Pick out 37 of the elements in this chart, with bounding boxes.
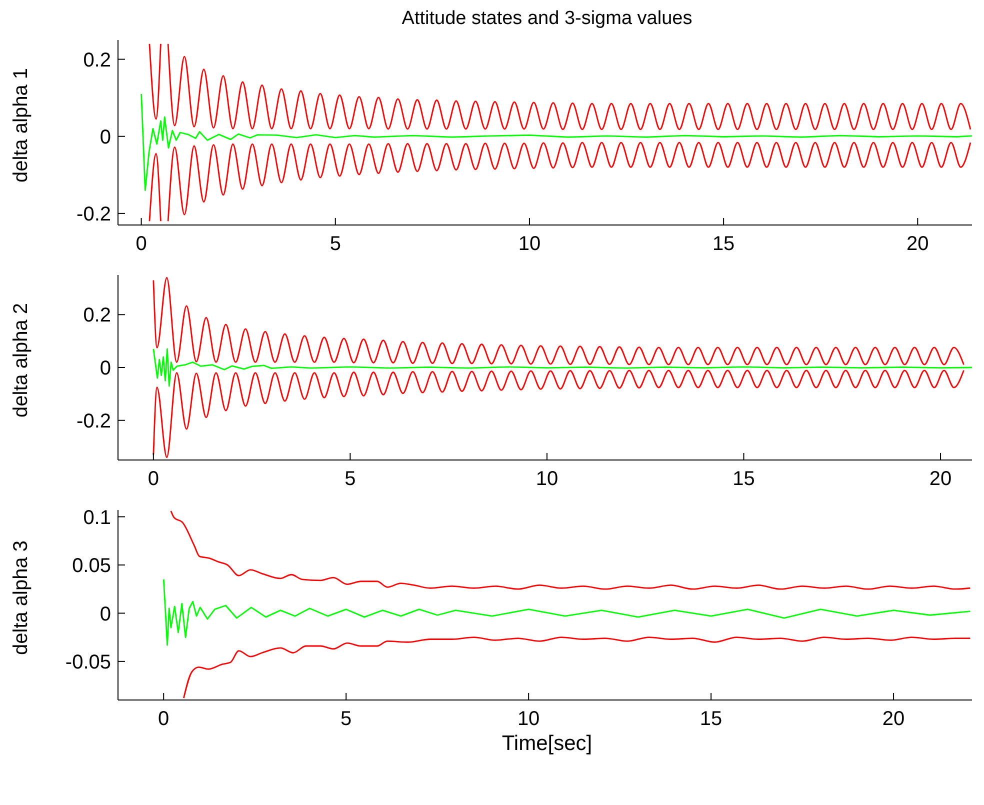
x-tick-label: 10 <box>536 468 558 490</box>
line-series <box>152 348 972 387</box>
x-tick-label: 5 <box>330 233 341 256</box>
y-tick-label: -0.2 <box>76 410 111 432</box>
y-axis-title: delta alpha 2 <box>10 302 32 418</box>
x-tick-label: 20 <box>882 708 905 730</box>
x-axis-title: Time[sec] <box>500 732 594 756</box>
line-series <box>182 636 971 699</box>
line-series <box>152 276 964 366</box>
y-tick-label: 0 <box>100 603 111 626</box>
y-tick-label: -0.05 <box>65 652 111 674</box>
x-tick-label: 15 <box>732 468 755 490</box>
line-series <box>162 578 971 646</box>
x-tick-label: 0 <box>136 233 147 256</box>
y-axis-title: delta alpha 1 <box>10 68 32 182</box>
y-tick-label: 0.05 <box>72 555 111 578</box>
x-tick-label: 20 <box>906 233 929 256</box>
x-tick-label: 10 <box>518 233 541 256</box>
y-tick-label: 0.2 <box>83 304 111 327</box>
line-series <box>170 510 971 590</box>
x-tick-label: 10 <box>517 708 540 730</box>
y-tick-label: 0.2 <box>83 49 111 72</box>
x-tick-label: 0 <box>158 708 170 730</box>
y-tick-label: 0.1 <box>83 506 111 529</box>
y-tick-label: 0 <box>100 126 111 148</box>
x-tick-label: 5 <box>340 708 352 730</box>
line-series <box>152 370 964 458</box>
y-tick-label: -0.2 <box>76 204 111 226</box>
chart-title: Attitude states and 3-sigma values <box>400 8 694 31</box>
line-series <box>140 93 972 192</box>
x-tick-label: 15 <box>700 708 722 730</box>
y-tick-label: 0 <box>100 358 111 380</box>
y-axis-title: delta alpha 3 <box>10 540 32 655</box>
x-tick-label: 0 <box>148 468 159 490</box>
x-tick-label: 5 <box>344 468 356 490</box>
x-tick-label: 20 <box>929 468 952 490</box>
x-tick-label: 15 <box>712 233 735 256</box>
